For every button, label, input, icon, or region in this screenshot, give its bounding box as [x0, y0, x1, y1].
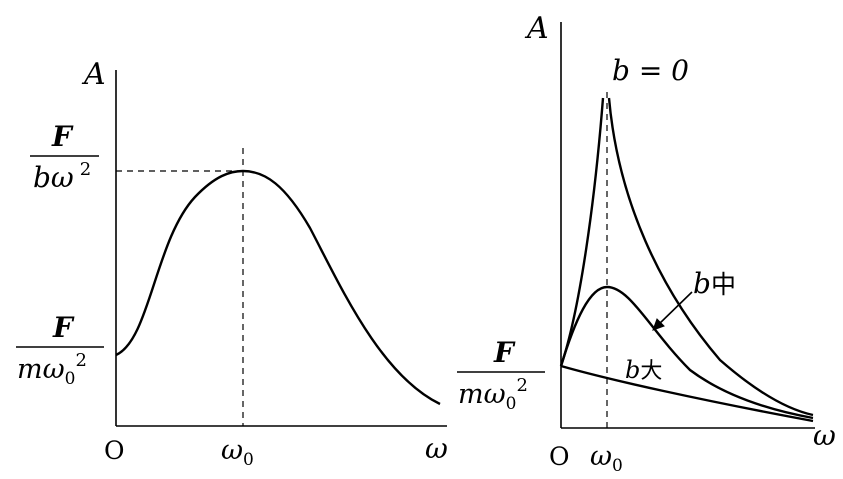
- medium-label-arrow: [656, 291, 693, 327]
- fraction-numerator: F: [52, 311, 75, 344]
- fraction-numerator: F: [51, 120, 74, 153]
- right-labels: A ω O ω0 b = 0 b中 b大 F mω02: [457, 11, 836, 476]
- label-large-damping: b大: [625, 356, 662, 384]
- label-zero-damping: b = 0: [612, 54, 689, 87]
- right-omega0-label: ω0: [590, 441, 623, 476]
- arrowhead: [652, 318, 665, 331]
- right-y-axis-label: A: [524, 11, 549, 46]
- left-omega0-label: ω0: [221, 435, 254, 470]
- left-panel: [115, 70, 447, 427]
- curve-large-damping: [560, 364, 814, 423]
- fraction-denominator: mω02: [458, 375, 528, 414]
- fraction-numerator: F: [493, 336, 516, 369]
- left-x-axis-label: ω: [425, 432, 448, 465]
- label-medium-damping: b中: [693, 267, 736, 300]
- fraction-denominator: mω02: [17, 350, 87, 389]
- left-response-curve: [115, 169, 441, 406]
- right-start-fraction: F mω02: [457, 336, 545, 414]
- left-start-fraction: F mω02: [16, 311, 104, 389]
- curve-medium-damping: [559, 285, 814, 420]
- left-y-axis-label: A: [81, 57, 106, 92]
- left-origin-label: O: [104, 436, 125, 465]
- left-labels: A ω O ω0 F bω 2 F mω02: [16, 57, 448, 470]
- left-peak-fraction: F bω 2: [30, 120, 99, 194]
- right-origin-label: O: [549, 442, 570, 471]
- fraction-denominator: bω 2: [33, 159, 91, 194]
- right-panel: [559, 22, 815, 429]
- right-x-axis-label: ω: [813, 419, 836, 452]
